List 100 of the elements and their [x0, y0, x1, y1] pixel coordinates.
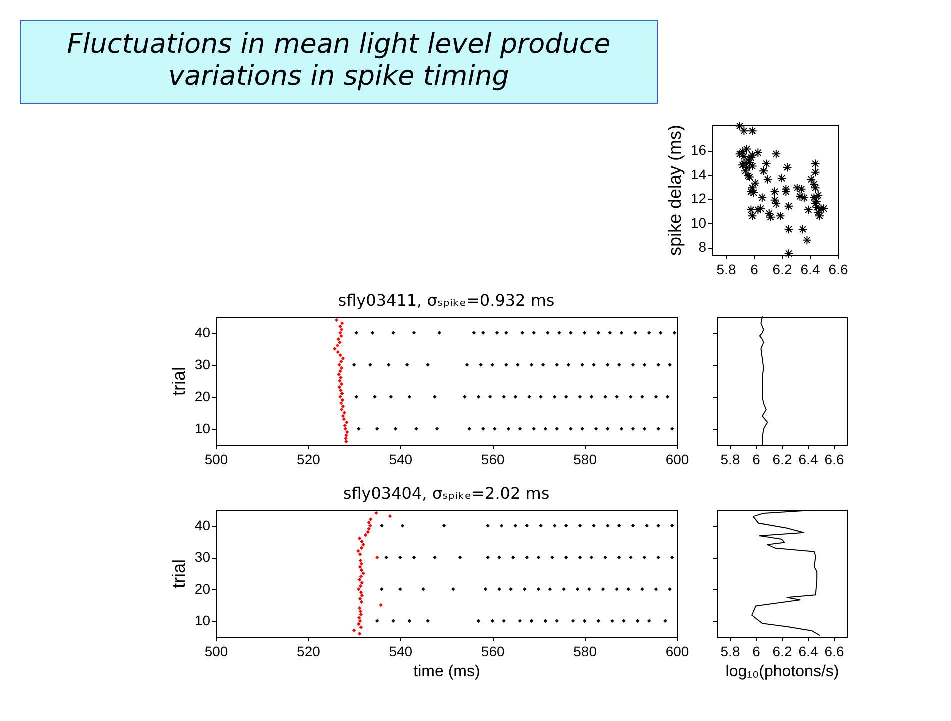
x-tick-label: 5.8: [720, 452, 740, 468]
point: [358, 578, 362, 582]
point: [340, 322, 344, 326]
point: [375, 556, 380, 560]
y-axis-title: spike delay (ms): [664, 124, 685, 256]
point: [356, 549, 360, 554]
point: [358, 536, 362, 540]
point: [339, 388, 343, 392]
point: [360, 581, 364, 585]
point: [359, 590, 364, 594]
x-tick-label: 6.6: [824, 644, 844, 660]
y-tick-label: 10: [194, 612, 211, 629]
point: [341, 356, 346, 360]
x-tick-label: 6.4: [798, 452, 818, 468]
y-tick-label: 14: [690, 166, 707, 182]
point: [358, 619, 362, 623]
point: [360, 568, 364, 572]
x-tick-label: 520: [297, 644, 321, 660]
y-tick-label: 30: [194, 549, 211, 566]
x-tick-label: 520: [297, 452, 321, 468]
point: [340, 408, 344, 412]
point: [336, 350, 340, 354]
point: [344, 440, 348, 444]
x-tick-label: 600: [666, 644, 690, 660]
point: [342, 418, 346, 422]
point: [359, 626, 364, 630]
x-tick-label: 6: [752, 644, 761, 660]
x-axis-title: time (ms): [414, 664, 480, 680]
x-tick-label: 6: [752, 452, 761, 468]
y-axis-title: trial: [168, 366, 189, 396]
point: [357, 622, 361, 626]
text: Fluctuations in mean light level produce variations in spike timing: [20, 20, 658, 104]
x-tick-label: 540: [389, 644, 413, 660]
point: [339, 376, 343, 380]
x-tick-label: 5.8: [720, 644, 740, 660]
point: [368, 524, 372, 528]
point: [358, 552, 362, 556]
point: [346, 430, 350, 434]
chart-title: sfly03404, σₛₚᵢₖₑ=2.02 ms: [343, 484, 550, 503]
x-tick-label: 6.2: [772, 452, 792, 468]
point: [340, 366, 344, 370]
y-tick-label: 10: [690, 214, 707, 231]
y-tick-label: 16: [690, 142, 707, 158]
x-tick-label: 560: [481, 644, 505, 660]
point: [358, 632, 362, 636]
point: [336, 338, 340, 342]
x-tick-label: 6: [750, 262, 759, 278]
point: [366, 530, 370, 534]
point: [360, 594, 364, 598]
x-tick-label: 580: [574, 644, 598, 660]
point: [360, 600, 364, 604]
y-tick-label: 8: [698, 239, 707, 256]
point: [340, 360, 344, 364]
point: [344, 434, 348, 438]
x-tick-label: 540: [389, 452, 413, 468]
point: [343, 424, 347, 428]
point: [379, 603, 383, 608]
point: [357, 588, 361, 592]
y-tick-label: 40: [194, 324, 211, 340]
point: [340, 382, 344, 386]
point: [345, 420, 349, 424]
point: [367, 520, 371, 525]
point: [358, 616, 362, 620]
y-tick-label: 40: [194, 517, 211, 534]
y-tick-label: 20: [194, 388, 211, 404]
x-tick-label: 500: [204, 644, 228, 660]
x-tick-label: 6.6: [828, 262, 848, 278]
x-tick-label: 580: [574, 452, 598, 468]
point: [358, 610, 363, 614]
point: [352, 628, 356, 633]
point: [337, 372, 341, 376]
x-axis-title: log₁₀(photons/s): [726, 664, 840, 680]
x-tick-label: 6.4: [800, 262, 820, 278]
point: [358, 597, 362, 601]
point: [338, 354, 342, 358]
point: [374, 511, 378, 516]
x-tick-label: 600: [666, 452, 690, 468]
point: [360, 562, 364, 566]
y-axis-title: trial: [168, 559, 189, 589]
y-tick-label: 10: [194, 420, 211, 436]
x-tick-label: 500: [204, 452, 228, 468]
x-tick-label: 6.2: [772, 262, 792, 278]
point: [364, 534, 368, 538]
x-tick-label: 5.8: [716, 262, 736, 278]
point: [360, 546, 364, 550]
x-tick-label: 6.2: [772, 644, 792, 660]
y-tick-label: 30: [194, 356, 211, 372]
point: [340, 334, 344, 338]
x-tick-label: 560: [481, 452, 505, 468]
point: [338, 370, 342, 374]
point: [340, 328, 344, 332]
point: [358, 606, 362, 610]
point: [341, 404, 346, 408]
point: [338, 386, 342, 390]
point: [358, 565, 362, 570]
y-tick-label: 12: [690, 190, 707, 207]
x-tick-label: 6.4: [798, 644, 818, 660]
y-tick-label: 20: [194, 580, 211, 597]
chart-title: sfly03411, σₛₚᵢₖₑ=0.932 ms: [338, 291, 555, 310]
point: [340, 402, 344, 406]
